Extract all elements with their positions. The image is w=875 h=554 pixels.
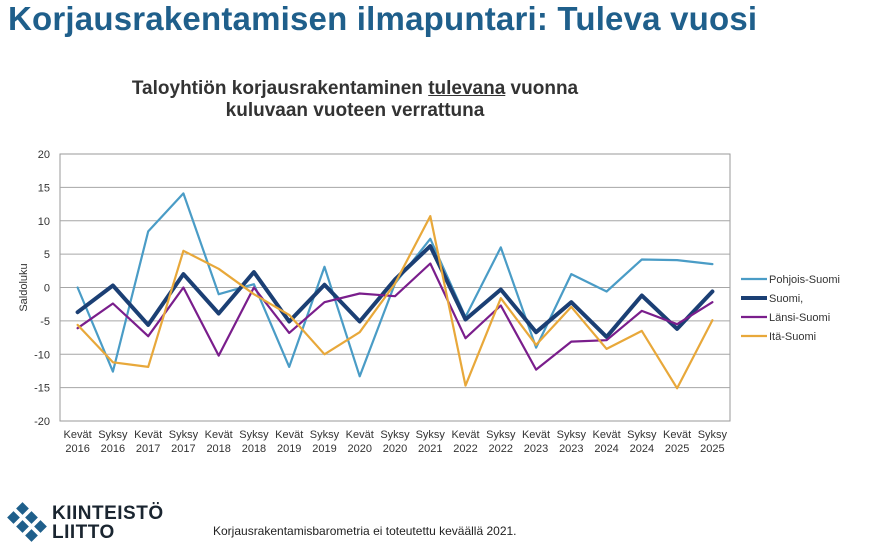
x-tick-label: Syksy [698,429,728,441]
y-tick-label: -20 [34,416,50,428]
y-tick-label: -10 [34,349,50,361]
y-tick-label: -5 [40,316,50,328]
x-tick-label-year: 2024 [594,443,618,455]
x-tick-label: Syksy [416,429,446,441]
series-line-suomi [75,244,715,339]
x-tick-label-year: 2016 [65,443,89,455]
series-line-itä-suomi [76,215,714,390]
legend-label: Itä-Suomi [769,331,816,343]
x-tick-label-year: 2023 [524,443,548,455]
x-tick-label-year: 2025 [665,443,689,455]
chart-title-underlined: tulevana [428,78,506,99]
chart-title-part1: Taloyhtiön korjausrakentaminen [131,78,429,99]
legend-label: Pohjois-Suomi [769,274,840,286]
x-tick-label: Syksy [557,429,587,441]
logo-line1: KIINTEISTÖ [52,503,164,524]
x-tick-label: Kevät [346,429,374,441]
x-tick-label: Kevät [593,429,621,441]
x-tick-label: Kevät [451,429,479,441]
x-tick-label: Syksy [380,429,410,441]
y-tick-label: -15 [34,383,50,395]
x-tick-label-year: 2018 [242,443,266,455]
logo-text: KIINTEISTÖ LIITTO [52,504,164,542]
chart-title-part2: vuonna [505,78,579,99]
x-tick-label: Kevät [64,429,92,441]
x-tick-label-year: 2020 [347,443,371,455]
x-tick-label: Syksy [310,429,340,441]
x-tick-label: Syksy [98,429,128,441]
footnote: Korjausrakentamisbarometria ei toteutett… [213,524,517,538]
x-tick-label-year: 2017 [171,443,195,455]
x-tick-label: Syksy [239,429,269,441]
x-tick-label-year: 2016 [101,443,125,455]
x-tick-label-year: 2019 [277,443,301,455]
legend-label: Länsi-Suomi [769,312,830,324]
y-tick-label: 15 [38,182,50,194]
x-tick-label: Syksy [169,429,199,441]
x-tick-label-year: 2017 [136,443,160,455]
page-title: Korjausrakentamisen ilmapuntari: Tuleva … [8,0,758,37]
y-tick-label: 5 [44,249,50,261]
x-tick-label: Kevät [134,429,162,441]
x-tick-label-year: 2019 [312,443,336,455]
x-tick-label-year: 2022 [489,443,513,455]
x-tick-label: Kevät [205,429,233,441]
x-tick-label-year: 2025 [700,443,724,455]
x-tick-label-year: 2018 [206,443,230,455]
x-tick-label-year: 2024 [630,443,654,455]
y-tick-label: 0 [44,283,50,295]
x-tick-label-year: 2021 [418,443,442,455]
x-tick-label-year: 2022 [453,443,477,455]
logo-icon [7,502,47,542]
x-tick-label: Kevät [663,429,691,441]
x-tick-label-year: 2023 [559,443,583,455]
x-tick-label-year: 2020 [383,443,407,455]
logo-line2: LIITTO [52,522,115,543]
chart-title: Taloyhtiön korjausrakentaminen tulevana … [95,78,615,122]
y-tick-label: 10 [38,216,50,228]
y-axis-label: Saldoluku [18,263,30,311]
legend-label: Suomi, [769,293,803,305]
chart-title-line2: kuluvaan vuoteen verrattuna [225,100,485,121]
y-tick-label: 20 [38,149,50,161]
x-tick-label: Kevät [522,429,550,441]
x-tick-label: Syksy [627,429,657,441]
series-line-länsi-suomi [76,262,714,371]
x-tick-label: Kevät [275,429,303,441]
x-tick-label: Syksy [486,429,516,441]
